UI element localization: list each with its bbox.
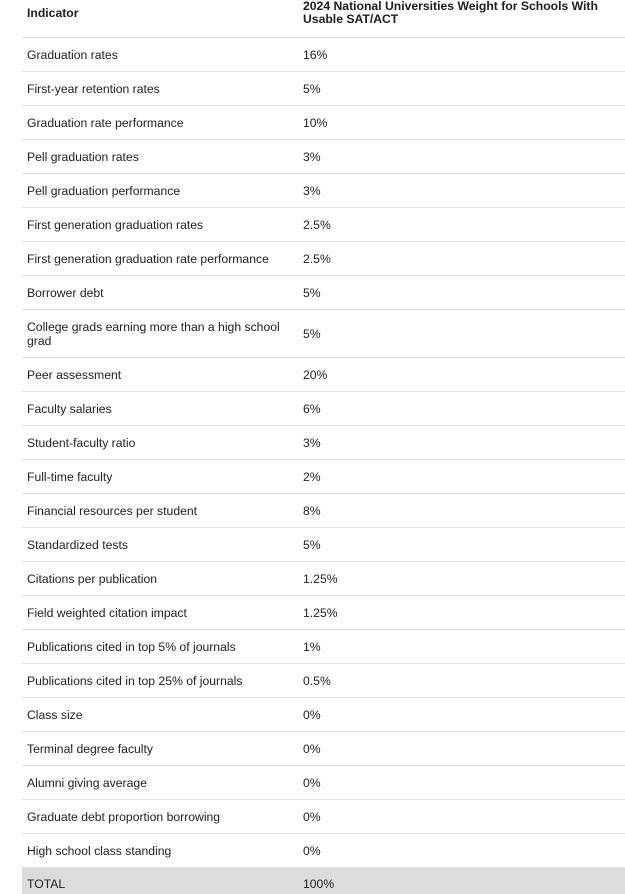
weight-cell: 2.5% <box>303 251 331 266</box>
weight-cell: 3% <box>303 149 321 164</box>
indicator-cell: Full-time faculty <box>27 469 113 484</box>
table-row: Graduation rates 16% <box>22 38 625 72</box>
table-row: First-year retention rates 5% <box>22 72 625 106</box>
table-row: Terminal degree faculty 0% <box>22 732 625 766</box>
table-row: First generation graduation rate perform… <box>22 242 625 276</box>
weight-cell: 0% <box>303 741 321 756</box>
table-row: Field weighted citation impact 1.25% <box>22 596 625 630</box>
weight-cell: 8% <box>303 503 321 518</box>
table-row: Publications cited in top 25% of journal… <box>22 664 625 698</box>
table-row: Graduation rate performance 10% <box>22 106 625 140</box>
header-weight: 2024 National Universities Weight for Sc… <box>303 0 598 26</box>
indicator-cell: Student-faculty ratio <box>27 435 136 450</box>
table-row: First generation graduation rates 2.5% <box>22 208 625 242</box>
weight-cell: 0% <box>303 707 321 722</box>
table-row: Graduate debt proportion borrowing 0% <box>22 800 625 834</box>
indicator-cell: Faculty salaries <box>27 401 112 416</box>
weight-cell: 16% <box>303 47 328 62</box>
weight-cell: 5% <box>303 81 321 96</box>
table-total-row: TOTAL 100% <box>22 868 625 894</box>
indicator-cell: Citations per publication <box>27 571 158 586</box>
weight-cell: 3% <box>303 183 321 198</box>
indicator-cell: Borrower debt <box>27 285 104 300</box>
indicator-cell: Publications cited in top 5% of journals <box>27 639 236 654</box>
indicator-cell: Standardized tests <box>27 537 128 552</box>
indicator-cell: Graduate debt proportion borrowing <box>27 809 221 824</box>
indicator-cell: First generation graduation rates <box>27 217 204 232</box>
weight-cell: 5% <box>303 326 321 341</box>
indicator-cell: Peer assessment <box>27 367 122 382</box>
indicator-cell: High school class standing <box>27 843 172 858</box>
indicator-cell: Class size <box>27 707 83 722</box>
table-row: Pell graduation performance 3% <box>22 174 625 208</box>
total-weight: 100% <box>303 877 335 891</box>
total-label: TOTAL <box>27 877 66 891</box>
weight-cell: 6% <box>303 401 321 416</box>
weights-table: Indicator 2024 National Universities Wei… <box>22 0 625 894</box>
indicator-cell: Alumni giving average <box>27 775 147 790</box>
weight-cell: 0.5% <box>303 673 331 688</box>
indicator-cell: First generation graduation rate perform… <box>27 251 269 266</box>
weight-cell: 0% <box>303 775 321 790</box>
indicator-cell: College grads earning more than a high s… <box>27 319 280 348</box>
weight-cell: 1.25% <box>303 605 338 620</box>
table-row: Standardized tests 5% <box>22 528 625 562</box>
table-row: Faculty salaries 6% <box>22 392 625 426</box>
table-row: Publications cited in top 5% of journals… <box>22 630 625 664</box>
table-row: College grads earning more than a high s… <box>22 310 625 358</box>
table-row: Peer assessment 20% <box>22 358 625 392</box>
indicator-cell: Pell graduation performance <box>27 183 181 198</box>
table-row: Class size 0% <box>22 698 625 732</box>
weight-cell: 2.5% <box>303 217 331 232</box>
table-row: Financial resources per student 8% <box>22 494 625 528</box>
weight-cell: 0% <box>303 809 321 824</box>
weight-cell: 20% <box>303 367 328 382</box>
table-row: Pell graduation rates 3% <box>22 140 625 174</box>
indicator-cell: Terminal degree faculty <box>27 741 153 756</box>
weight-cell: 1.25% <box>303 571 338 586</box>
weight-cell: 10% <box>303 115 328 130</box>
table-row: Borrower debt 5% <box>22 276 625 310</box>
weight-cell: 3% <box>303 435 321 450</box>
table-row: High school class standing 0% <box>22 834 625 868</box>
table-row: Alumni giving average 0% <box>22 766 625 800</box>
indicator-cell: Pell graduation rates <box>27 149 139 164</box>
table-row: Full-time faculty 2% <box>22 460 625 494</box>
weight-cell: 2% <box>303 469 321 484</box>
indicator-cell: Graduation rate performance <box>27 115 184 130</box>
weight-cell: 5% <box>303 537 321 552</box>
table-row: Student-faculty ratio 3% <box>22 426 625 460</box>
weight-cell: 0% <box>303 843 321 858</box>
weight-cell: 5% <box>303 285 321 300</box>
indicator-cell: First-year retention rates <box>27 81 160 96</box>
indicator-cell: Graduation rates <box>27 47 118 62</box>
indicator-cell: Publications cited in top 25% of journal… <box>27 673 243 688</box>
table-header-row: Indicator 2024 National Universities Wei… <box>22 0 625 38</box>
header-indicator: Indicator <box>27 6 79 20</box>
indicator-cell: Field weighted citation impact <box>27 605 187 620</box>
table-row: Citations per publication 1.25% <box>22 562 625 596</box>
indicator-cell: Financial resources per student <box>27 503 198 518</box>
weight-cell: 1% <box>303 639 321 654</box>
